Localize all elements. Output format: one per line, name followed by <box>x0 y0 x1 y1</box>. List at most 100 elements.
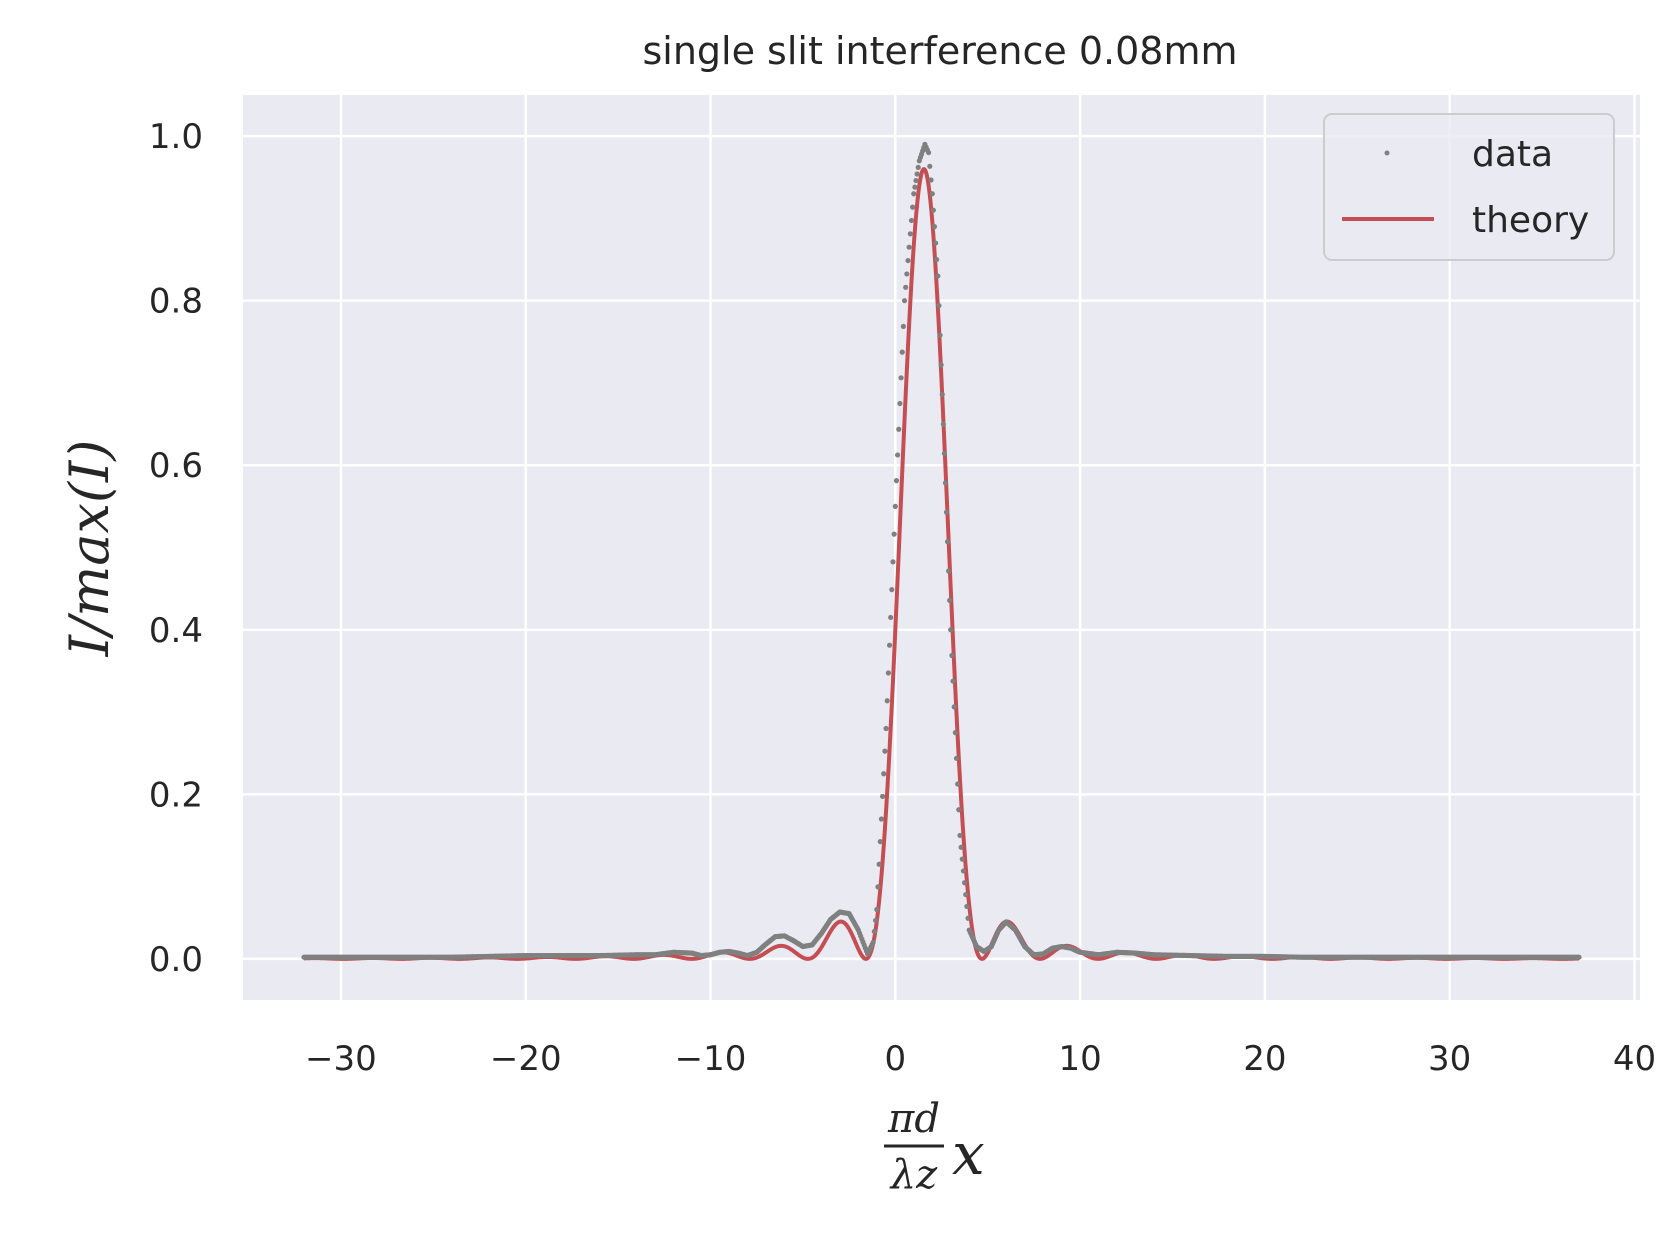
x-tick-label: −10 <box>675 1039 747 1079</box>
data-point <box>939 391 945 398</box>
data-point <box>903 284 909 290</box>
data-point <box>889 587 895 593</box>
x-tick-labels: −30 −20 −10 0 10 20 30 40 <box>305 1039 1656 1079</box>
data-point <box>897 400 903 407</box>
y-tick-label: 0.6 <box>149 446 203 486</box>
data-point <box>960 868 967 874</box>
data-series <box>301 141 1582 960</box>
data-point <box>930 207 936 213</box>
data-point <box>906 244 912 250</box>
data-point <box>854 925 860 931</box>
data-point <box>934 256 940 263</box>
data-point <box>947 597 953 603</box>
data-point <box>965 915 971 921</box>
data-point <box>959 856 965 862</box>
data-point <box>951 704 957 710</box>
data-point <box>955 781 961 787</box>
data-point <box>949 652 955 659</box>
data-point <box>895 452 901 458</box>
data-point <box>936 303 942 309</box>
legend-data-marker <box>1384 150 1390 156</box>
chart-title: single slit interference 0.08mm <box>642 29 1237 73</box>
y-axis-label: I/max(I) <box>58 440 121 658</box>
data-point <box>882 748 888 754</box>
data-point <box>915 164 921 170</box>
data-point <box>928 177 934 183</box>
data-point <box>931 224 938 230</box>
data-point <box>884 698 890 704</box>
data-point <box>874 906 880 913</box>
x-tick-label: −30 <box>305 1039 377 1079</box>
y-tick-label: 0.4 <box>149 611 203 651</box>
data-point <box>952 730 958 736</box>
data-point <box>911 191 917 197</box>
data-point <box>899 349 905 355</box>
data-point <box>876 861 882 867</box>
data-point <box>892 503 898 509</box>
data-point <box>913 177 919 184</box>
x-tick-label: −20 <box>490 1039 562 1079</box>
y-tick-label: 0.8 <box>149 282 203 322</box>
data-point <box>950 678 956 684</box>
x-tick-label: 40 <box>1613 1039 1656 1079</box>
data-point <box>958 844 964 850</box>
data-point <box>904 271 910 277</box>
data-point <box>963 891 969 898</box>
x-label-denominator: λz <box>889 1152 938 1198</box>
data-point <box>932 240 939 246</box>
data-point <box>886 642 893 648</box>
data-point <box>953 755 960 761</box>
data-point <box>905 257 911 264</box>
data-point <box>907 231 913 237</box>
data-point <box>929 191 935 197</box>
data-point <box>912 184 918 190</box>
x-tick-label: 0 <box>884 1039 906 1079</box>
data-point <box>938 362 944 368</box>
data-point <box>893 478 900 484</box>
y-tick-labels: 0.0 0.2 0.4 0.6 0.8 1.0 <box>149 117 203 980</box>
data-point <box>927 163 933 169</box>
data-point <box>891 531 897 537</box>
data-point <box>869 942 875 948</box>
data-point <box>898 375 904 381</box>
data-point <box>890 559 896 565</box>
data-point <box>944 539 951 545</box>
data-point <box>888 614 894 621</box>
data-point <box>914 171 920 177</box>
x-tick-label: 30 <box>1428 1039 1471 1079</box>
legend-data-label: data <box>1472 134 1553 175</box>
legend: data theory <box>1323 113 1615 261</box>
data-point <box>877 839 883 845</box>
data-point <box>942 480 949 486</box>
data-point <box>948 627 954 633</box>
data-point <box>871 928 877 935</box>
x-tick-label: 10 <box>1058 1039 1101 1079</box>
data-point <box>935 273 941 279</box>
data-point <box>956 807 962 813</box>
data-point <box>872 917 879 924</box>
data-point <box>901 298 908 304</box>
legend-box <box>1323 113 1615 261</box>
x-axis-label: πd λz x <box>884 1096 985 1198</box>
y-tick-label: 0.0 <box>149 940 203 980</box>
y-tick-label: 0.2 <box>149 775 203 815</box>
data-point <box>943 509 950 515</box>
x-tick-label: 20 <box>1243 1039 1286 1079</box>
data-point <box>908 217 915 224</box>
data-point <box>957 832 963 839</box>
data-point <box>941 450 948 457</box>
data-point <box>962 880 968 886</box>
legend-theory-label: theory <box>1472 200 1589 241</box>
data-point <box>875 884 881 890</box>
x-label-variable: x <box>952 1120 985 1188</box>
data-point <box>940 421 946 427</box>
y-tick-label: 1.0 <box>149 117 203 157</box>
data-point <box>900 323 906 329</box>
data-point <box>946 568 952 574</box>
data-point <box>885 670 891 676</box>
data-point <box>910 204 916 210</box>
data-point <box>896 426 902 432</box>
data-point <box>924 147 930 153</box>
data-point <box>878 816 885 822</box>
